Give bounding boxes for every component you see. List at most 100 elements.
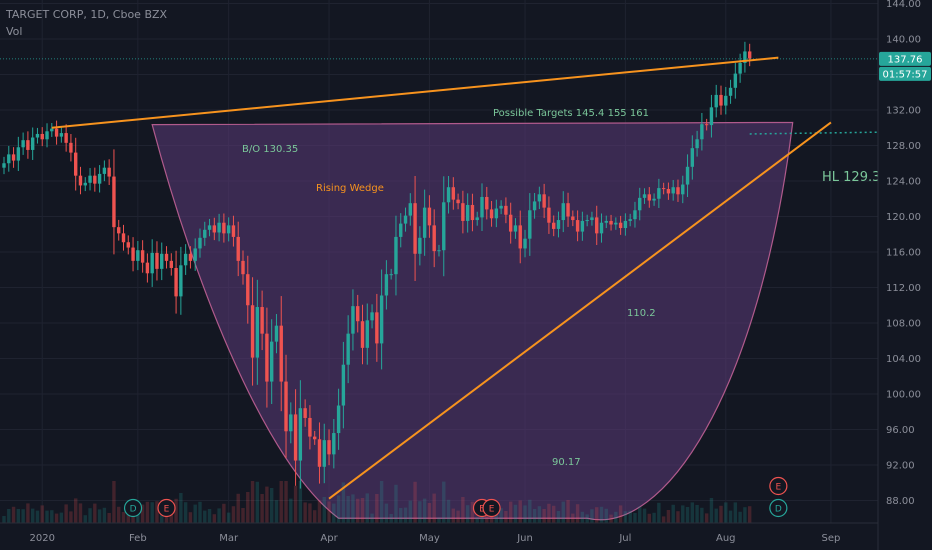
- volume-bar: [738, 511, 742, 523]
- candle-body: [427, 207, 432, 226]
- candle-body: [250, 305, 255, 358]
- candle-body: [724, 95, 728, 106]
- candle-body: [442, 202, 446, 251]
- volume-bar: [265, 486, 269, 523]
- candle-body: [552, 222, 556, 229]
- candle-body: [322, 440, 326, 467]
- candle-body: [728, 87, 733, 96]
- resistance-trendline[interactable]: [51, 56, 779, 129]
- volume-bar: [394, 484, 398, 523]
- bar-countdown: 01:57:57: [883, 69, 928, 80]
- candle-body: [604, 220, 608, 223]
- bo-label: B/O 130.35: [242, 144, 298, 155]
- volume-bar: [652, 512, 656, 523]
- volume-bar: [666, 510, 671, 523]
- candle-body: [50, 128, 54, 132]
- volume-bar: [289, 498, 293, 523]
- candle-body: [365, 320, 369, 348]
- candle-body: [327, 440, 331, 455]
- price-axis-panel[interactable]: [878, 0, 932, 550]
- price-tick-label: 124.00: [886, 177, 921, 188]
- volume-bar: [700, 507, 704, 523]
- candle-body: [408, 203, 412, 216]
- event-marker-label: E: [479, 505, 485, 515]
- candle-body: [121, 233, 126, 243]
- volume-bar: [16, 509, 21, 523]
- candle-body: [174, 267, 178, 297]
- possible-targets-label: Possible Targets 145.4 155 161: [493, 108, 649, 119]
- time-tick-label: 2020: [30, 533, 55, 544]
- candle-body: [695, 139, 699, 149]
- candle-body: [633, 210, 637, 220]
- price-tick-label: 128.00: [886, 141, 921, 152]
- candle-body: [470, 204, 475, 221]
- volume-bar: [618, 505, 623, 523]
- candle-body: [446, 187, 451, 203]
- volume-bar: [83, 515, 87, 523]
- candle-body: [284, 381, 288, 432]
- event-marker-label: E: [164, 505, 170, 515]
- price-tick-label: 108.00: [886, 319, 921, 330]
- volume-bar: [432, 493, 436, 523]
- candle-body: [207, 225, 212, 230]
- candle-body: [638, 197, 642, 211]
- volume-bar: [685, 507, 690, 523]
- volume-bar: [231, 506, 236, 523]
- volume-bar: [552, 505, 556, 523]
- candle-body: [733, 73, 738, 88]
- candle-body: [78, 175, 83, 186]
- candle-body: [298, 408, 303, 461]
- volume-bar: [97, 509, 102, 523]
- candle-body: [313, 436, 317, 440]
- volume-bar: [64, 504, 68, 523]
- candle-body: [336, 405, 341, 434]
- volume-bar: [566, 500, 570, 523]
- volume-bar: [671, 504, 675, 523]
- time-tick-label: Jun: [516, 533, 533, 544]
- candle-body: [126, 242, 130, 248]
- volume-bar: [695, 505, 699, 523]
- support-trendline[interactable]: [328, 121, 832, 500]
- volume-bar: [709, 498, 714, 523]
- time-tick-label: Aug: [716, 533, 736, 544]
- candle-body: [351, 306, 355, 334]
- volume-bar: [183, 502, 188, 523]
- volume-bar: [623, 511, 628, 523]
- volume-bar: [332, 503, 336, 523]
- volume-bar: [513, 504, 518, 523]
- event-markers[interactable]: D E E E DE: [123, 476, 788, 518]
- volume-bar: [145, 501, 150, 523]
- volume-indicator-label: Vol: [6, 25, 22, 38]
- candle-body: [193, 248, 197, 261]
- volume-bar: [260, 494, 264, 523]
- event-marker-label: E: [489, 505, 495, 515]
- candle-body: [547, 207, 551, 223]
- candle-body: [494, 208, 499, 219]
- candle-body: [394, 236, 398, 275]
- candle-body: [269, 341, 274, 382]
- volume-bar: [150, 502, 154, 523]
- time-tick-label: May: [419, 533, 440, 544]
- candle-body: [432, 225, 436, 252]
- volume-bar: [74, 498, 78, 523]
- candle-body: [709, 107, 714, 126]
- candle-body: [575, 220, 580, 232]
- candle-body: [226, 225, 231, 234]
- candle-body: [513, 225, 518, 232]
- volume-bar: [54, 513, 59, 523]
- candle-body: [11, 154, 16, 161]
- candle-body: [26, 140, 30, 150]
- candle-body: [375, 312, 379, 344]
- event-marker-label: E: [776, 483, 782, 493]
- volume-bar: [542, 509, 546, 523]
- volume-bar: [456, 510, 460, 523]
- candle-body: [69, 142, 73, 153]
- candle-body: [618, 222, 623, 229]
- volume-bar: [470, 501, 475, 523]
- current-price-tag: 137.76 01:57:57: [879, 51, 931, 81]
- candle-body: [504, 205, 508, 215]
- volume-bar: [375, 494, 379, 523]
- price-tick-label: 120.00: [886, 212, 921, 223]
- candle-body: [719, 94, 723, 106]
